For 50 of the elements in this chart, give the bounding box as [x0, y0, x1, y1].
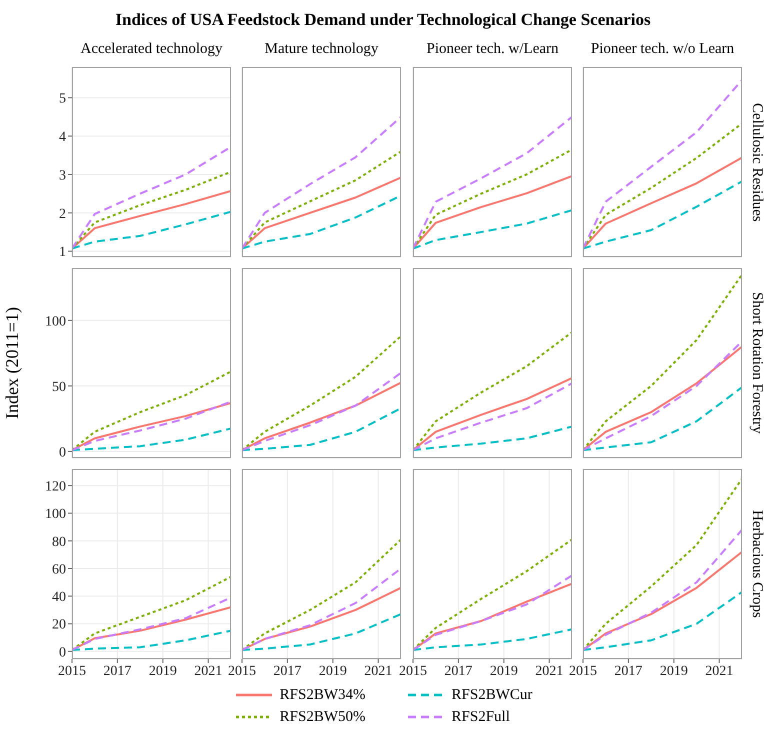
- y-tick-label: 20: [52, 618, 66, 633]
- y2-axis-title: Herbacious Crops: [748, 509, 765, 620]
- y-tick-label: 60: [52, 562, 66, 578]
- x-tick-label: 2015: [399, 664, 427, 679]
- line-series: [72, 576, 231, 652]
- chart-subtitle: Mature technology: [264, 41, 380, 58]
- y-tick-label: 80: [52, 534, 66, 550]
- legend-label: RFS2BWCur: [452, 686, 532, 704]
- y-tick-label: 50: [52, 380, 66, 395]
- x-tick-label: 2017: [614, 664, 642, 679]
- text: Indices of USA Feedstock Demand under Technological Change Scenarios: [114, 10, 652, 30]
- x-tick-label: 2019: [148, 664, 177, 679]
- chart-subtitle: Accelerated technology: [79, 41, 224, 58]
- line-series: [72, 428, 231, 452]
- line-series: [72, 630, 231, 652]
- y-tick-label: 2: [59, 206, 66, 222]
- legend-label: RFS2BW50%: [280, 708, 366, 726]
- line-series: [72, 370, 231, 452]
- x-tick-label: 2017: [103, 664, 132, 679]
- y2-axis-title: Cellulosic Residues: [748, 102, 765, 224]
- x-tick-label: 2015: [569, 664, 597, 679]
- x-tick-label: 2017: [273, 664, 302, 679]
- x-tick-label: 2017: [444, 664, 472, 679]
- y-tick-label: 3: [59, 168, 66, 184]
- chart-subtitle: Pioneer tech. w/Learn: [425, 41, 560, 58]
- y-tick-label: 5: [59, 92, 66, 107]
- x-tick-label: 2021: [194, 664, 222, 679]
- line-series: [72, 146, 231, 250]
- x-tick-label: 2015: [228, 664, 256, 679]
- y-tick-label: 0: [59, 645, 66, 660]
- y2-axis-title: Short Rotation Forestry: [748, 291, 765, 436]
- x-tick-label: 2019: [490, 664, 518, 679]
- x-tick-label: 2019: [318, 664, 347, 679]
- x-tick-label: 2021: [535, 664, 564, 679]
- y-tick-label: 120: [45, 480, 66, 495]
- line-series: [72, 210, 231, 250]
- x-tick-label: 2019: [660, 664, 688, 679]
- y-tick-label: 1: [59, 245, 66, 260]
- y-tick-label: 100: [45, 507, 66, 522]
- y-tick-label: 4: [59, 130, 66, 146]
- legend-label: RFS2Full: [452, 708, 510, 726]
- legend-label: RFS2BW34%: [280, 686, 366, 704]
- y-tick-label: 0: [59, 445, 66, 460]
- y-tick-label: 100: [45, 314, 66, 330]
- x-tick-label: 2021: [705, 664, 734, 679]
- x-tick-label: 2015: [58, 664, 86, 679]
- chart-subtitle: Pioneer tech. w/o Learn: [590, 41, 736, 58]
- y-axis-title: Index (2011=1): [2, 306, 23, 421]
- y-tick-label: 40: [52, 590, 66, 606]
- x-tick-label: 2021: [364, 664, 392, 679]
